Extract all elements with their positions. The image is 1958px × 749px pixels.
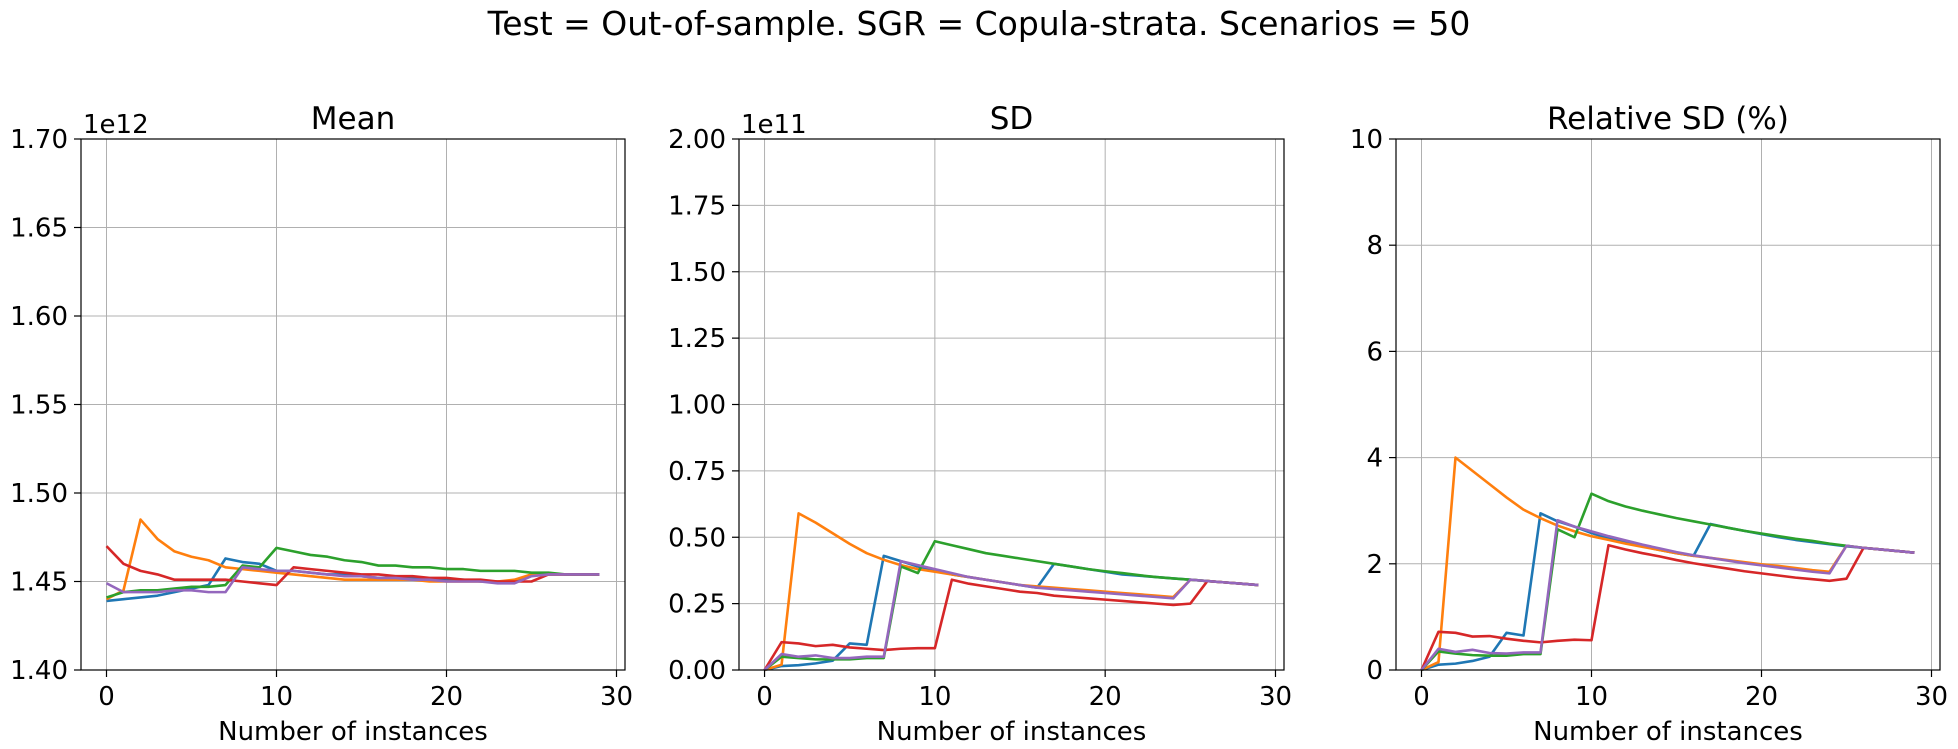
y-tick-label: 0.25 [668,590,726,620]
x-tick-label: 0 [756,682,773,712]
x-tick-label: 20 [1745,682,1778,712]
y-tick-label: 6 [1366,337,1383,367]
y-tick-label: 2.00 [668,125,726,155]
y-tick-label: 1.65 [10,214,68,244]
x-tick-label: 10 [1575,682,1608,712]
y-tick-label: 1.40 [10,656,68,686]
x-axis-label: Number of instances [877,717,1147,747]
subplot-0: 0 10 20 30 1.40 1.45 1.50 1.55 1.60 1.65 1.70 Mean N… [10,101,633,747]
y-tick-label: 0.75 [668,457,726,487]
y-tick-label: 1.60 [10,302,68,332]
x-tick-label: 10 [260,682,293,712]
axis-offset-text: 1e11 [741,110,807,140]
x-tick-label: 30 [1915,682,1948,712]
series-line-0 [1421,512,1915,672]
y-tick-label: 0 [1366,656,1383,686]
x-tick-label: 10 [918,682,951,712]
axis-offset-text: 1e12 [83,110,149,140]
y-tick-label: 1.75 [668,191,726,221]
y-tick-label: 1.00 [668,391,726,421]
figure-title: Test = Out-of-sample. SGR = Copula-strat… [487,4,1471,43]
subplot-title: SD [990,101,1034,137]
y-tick-label: 2 [1366,550,1383,580]
subplot-title: Relative SD (%) [1547,101,1789,137]
y-tick-label: 1.55 [10,391,68,421]
series-line-3 [1420,543,1915,671]
x-axis-label: Number of instances [218,717,488,747]
series-line-0 [764,554,1259,672]
x-tick-label: 20 [1089,682,1122,712]
series-line-4 [1420,518,1915,671]
y-tick-label: 1.50 [668,258,726,288]
x-tick-label: 30 [600,682,633,712]
y-tick-label: 4 [1366,444,1383,474]
series-line-1 [105,518,600,601]
series-line-3 [763,578,1259,671]
subplot-title: Mean [311,101,395,137]
y-tick-label: 0.00 [668,656,726,686]
x-tick-label: 0 [1413,682,1430,712]
y-tick-label: 1.70 [10,125,68,155]
y-tick-label: 1.50 [10,479,68,509]
series-line-2 [1420,492,1915,671]
y-tick-label: 0.50 [668,523,726,553]
x-tick-label: 0 [98,682,115,712]
x-axis-label: Number of instances [1533,717,1803,747]
y-tick-label: 1.25 [668,324,726,354]
subplot-2: 0 10 20 30 0 2 4 6 8 10 Relative SD (%) Number of i… [1350,101,1948,747]
y-tick-label: 10 [1350,125,1383,155]
x-tick-label: 20 [430,682,463,712]
axes-frame [1395,138,1941,671]
x-tick-label: 30 [1259,682,1292,712]
y-tick-label: 8 [1366,231,1383,261]
series-line-4 [105,566,600,594]
subplot-1: 0 10 20 30 0.00 0.25 0.50 0.75 1.00 1.25 1.50 1.75 2… [668,101,1292,747]
y-tick-label: 1.45 [10,568,68,598]
series-line-2 [106,546,600,599]
series-line-4 [763,559,1259,671]
series-line-2 [763,539,1259,672]
